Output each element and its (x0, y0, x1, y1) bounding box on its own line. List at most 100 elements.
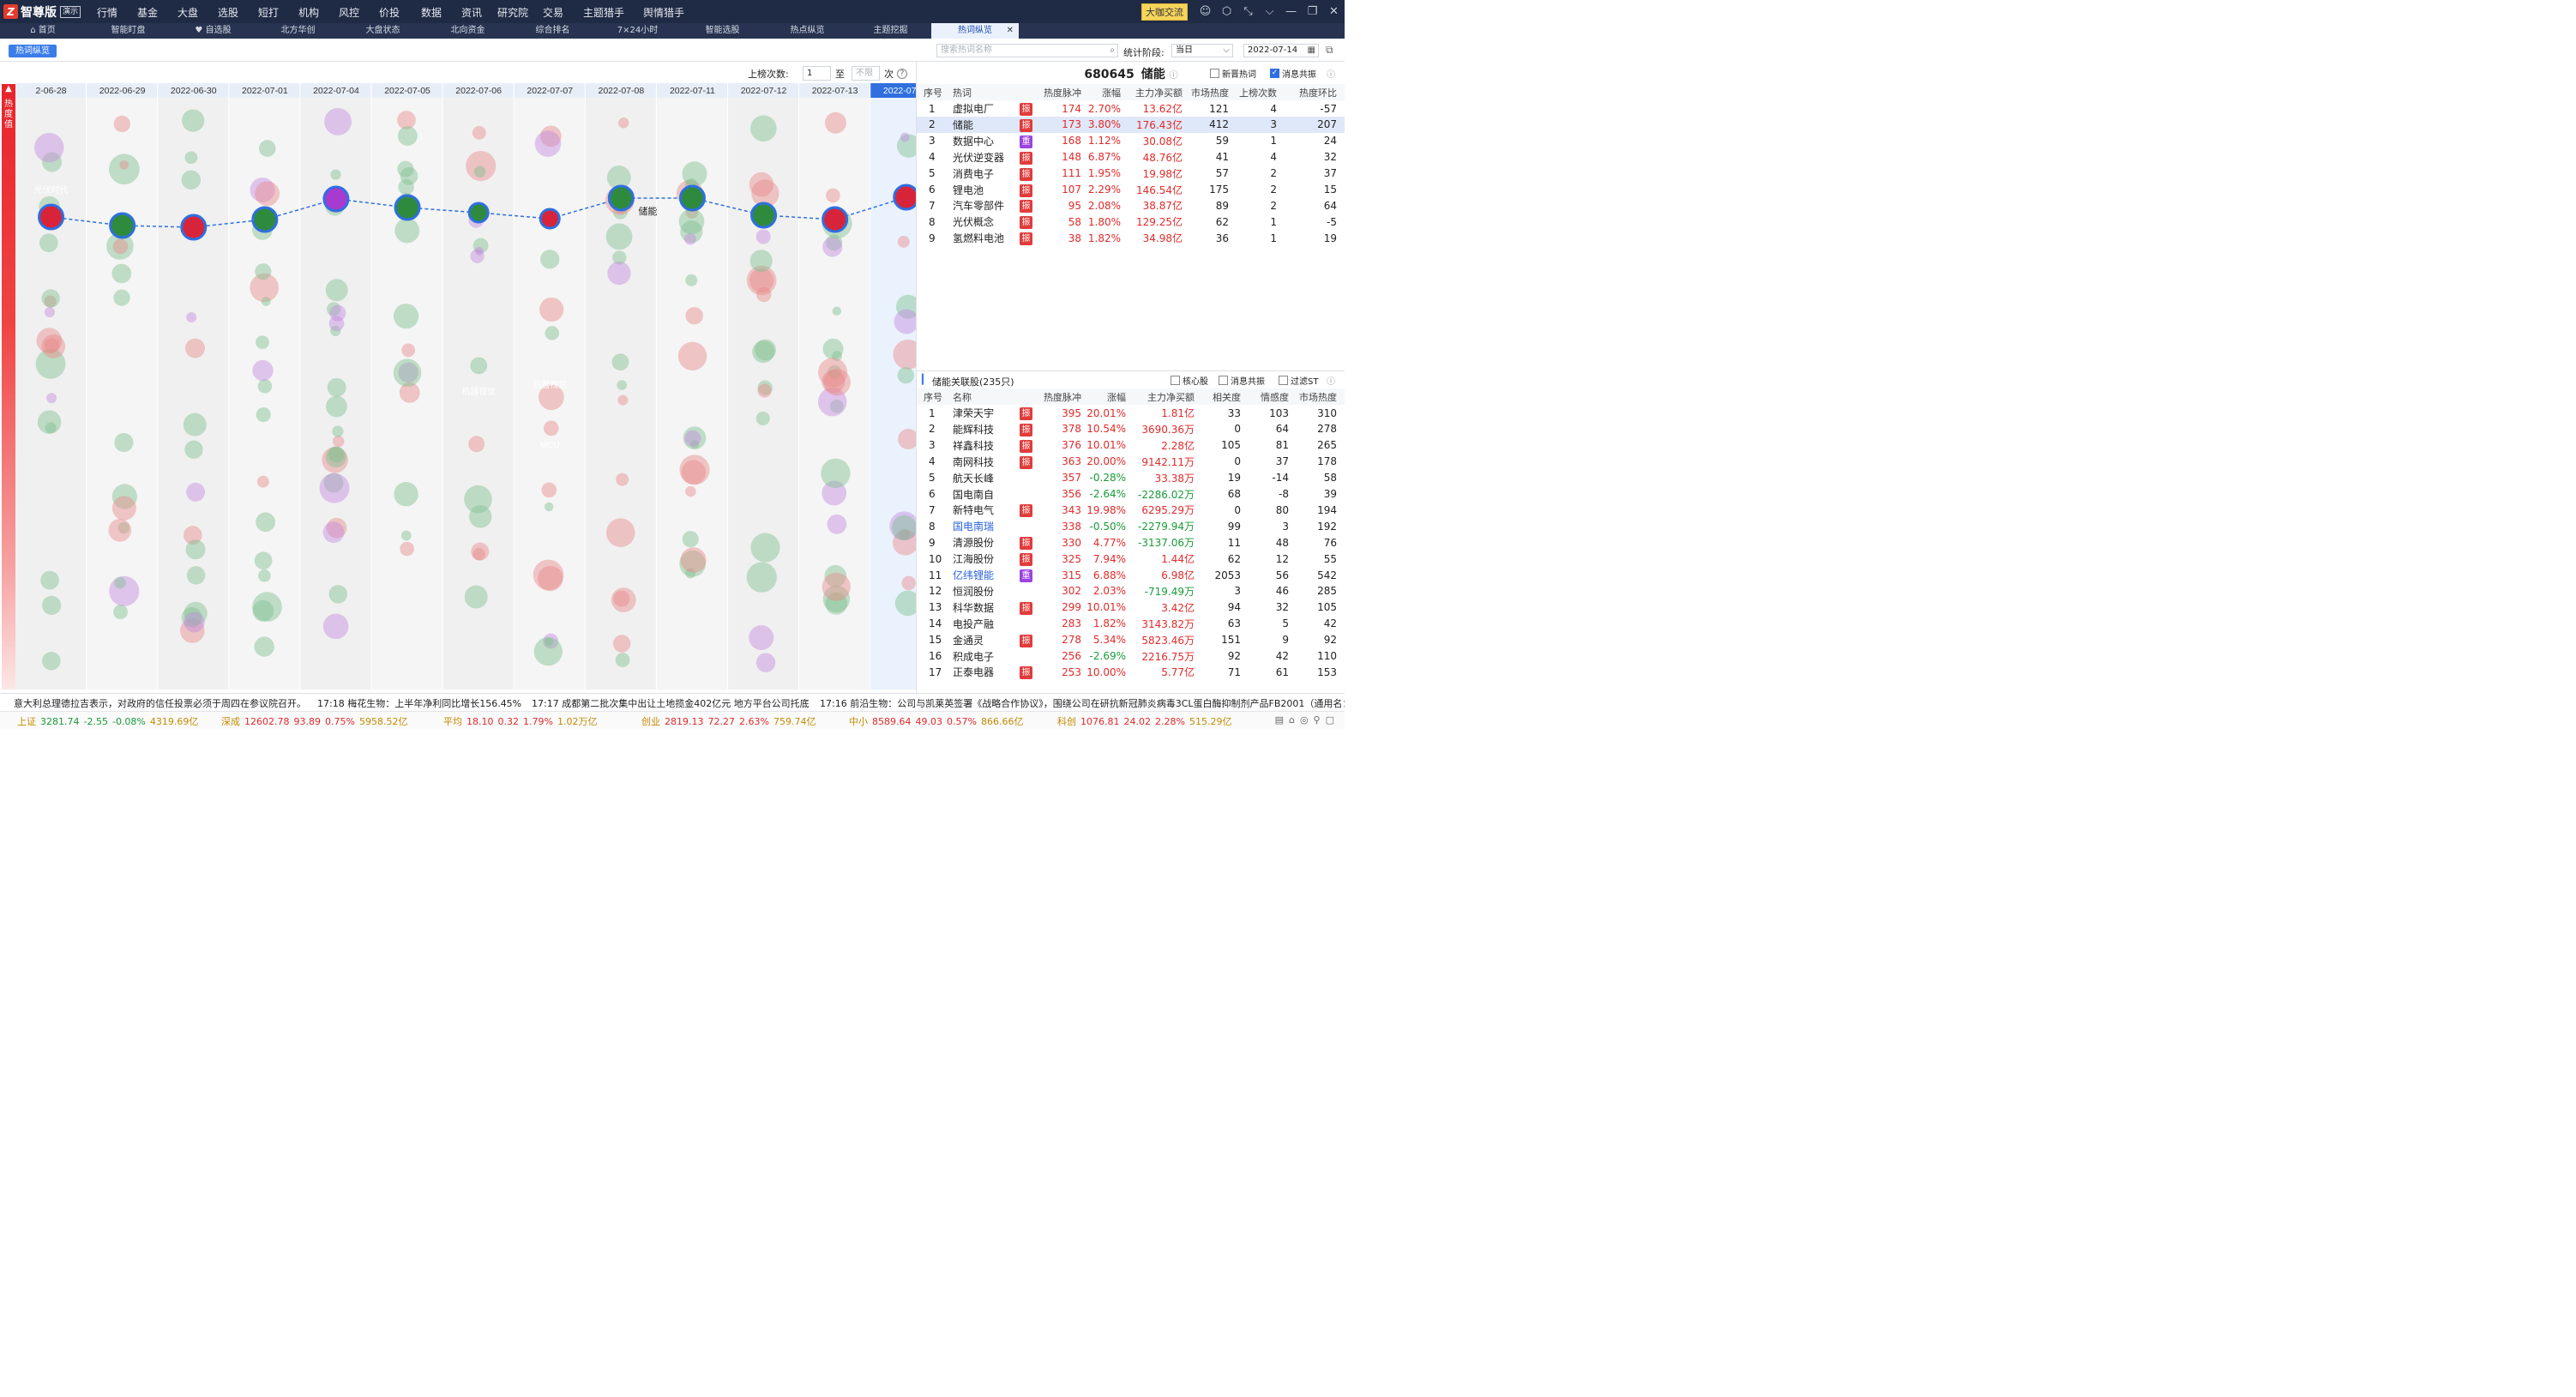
date-header[interactable]: 2022-06-30 (171, 86, 217, 96)
menu-item[interactable]: 数据 (421, 7, 442, 19)
tab-item[interactable]: 北向资金 (425, 23, 510, 39)
heat-bubble[interactable] (680, 220, 703, 244)
heat-bubble[interactable] (685, 274, 698, 286)
heat-bubble[interactable] (685, 485, 696, 497)
heat-bubble[interactable] (41, 334, 66, 358)
highlight-point[interactable] (539, 208, 561, 230)
heat-bubble[interactable] (398, 178, 414, 196)
heat-bubble[interactable] (114, 576, 126, 589)
column-header[interactable]: 热度脉冲 (1044, 87, 1081, 99)
table-row[interactable]: 5 消费电子 振 111 1.95% 19.98亿 57 2 37 (917, 166, 1345, 182)
heat-bubble[interactable] (824, 564, 847, 587)
heat-bubble[interactable] (328, 316, 345, 332)
heat-bubble[interactable] (113, 115, 130, 133)
heat-bubble[interactable] (256, 512, 276, 533)
heat-bubble[interactable] (468, 505, 492, 528)
heat-bubble[interactable] (397, 111, 416, 129)
highlight-point[interactable] (38, 203, 65, 231)
column-header[interactable]: 热词 (953, 87, 972, 99)
heat-bubble[interactable] (896, 294, 916, 319)
heat-bubble[interactable] (472, 547, 485, 561)
tab-item[interactable]: 热点纵览 (765, 23, 850, 39)
heat-bubble[interactable] (896, 134, 916, 158)
help-icon[interactable]: ⓘ (1327, 377, 1335, 387)
heat-bubble[interactable] (900, 132, 910, 142)
menu-item[interactable]: 交易 (543, 7, 564, 19)
heat-bubble[interactable] (468, 436, 485, 453)
heat-bubble[interactable] (258, 569, 271, 582)
heat-bubble[interactable] (684, 430, 701, 447)
index-item[interactable]: 中小 8589.64 49.03 0.57% 866.66亿 (849, 714, 1023, 728)
heat-bubble[interactable] (893, 339, 916, 370)
table-row[interactable]: 7 新特电气 振 343 19.98% 6295.29万 0 80 194 (917, 502, 1345, 518)
column-header[interactable]: 主力净买额 (1135, 87, 1183, 99)
heat-bubble[interactable] (543, 633, 559, 649)
heat-bubble[interactable] (825, 592, 848, 615)
heat-bubble[interactable] (605, 223, 633, 250)
heat-bubble[interactable] (394, 482, 418, 507)
heat-bubble[interactable] (393, 304, 419, 329)
heat-bubble[interactable] (746, 265, 777, 296)
table-row[interactable]: 6 国电南自 356 -2.64% -2286.02万 68 -8 39 (917, 486, 1345, 503)
heat-bubble[interactable] (533, 636, 563, 666)
heat-bubble[interactable] (322, 447, 348, 473)
heat-bubble[interactable] (252, 359, 274, 382)
heat-bubble[interactable] (252, 599, 274, 622)
column-header[interactable]: 相关度 (1213, 391, 1241, 403)
column-header[interactable]: 序号 (924, 391, 942, 403)
date-header[interactable]: 2022-07-12 (741, 86, 787, 96)
heat-bubble[interactable] (681, 460, 707, 485)
index-item[interactable]: 创业 2819.13 72.27 2.63% 759.74亿 (641, 714, 816, 728)
heat-bubble[interactable] (825, 188, 840, 203)
table-row[interactable]: 14 电投产融 283 1.82% 3143.82万 63 5 42 (917, 616, 1345, 632)
heat-bubble[interactable] (40, 570, 59, 590)
heat-bubble[interactable] (37, 410, 62, 434)
heat-bubble[interactable] (677, 341, 707, 371)
table-row[interactable]: 9 氢燃料电池 振 38 1.82% 34.98亿 36 1 19 (917, 230, 1345, 246)
heat-bubble[interactable] (543, 420, 559, 437)
highlight-point[interactable] (607, 184, 635, 212)
date-header[interactable]: 2-06-28 (35, 86, 66, 96)
heat-bubble[interactable] (117, 521, 129, 534)
table-row[interactable]: 16 积成电子 256 -2.69% 2216.75万 92 42 110 (917, 648, 1345, 665)
heat-bubble[interactable] (41, 289, 60, 308)
heat-bubble[interactable] (756, 286, 772, 303)
rank-times-from-input[interactable]: 1 (803, 66, 831, 81)
heat-bubble[interactable] (829, 399, 844, 413)
heat-bubble[interactable] (545, 326, 560, 340)
table-row[interactable]: 11 亿纬锂能 重 315 6.88% 6.98亿 2053 56 542 (917, 567, 1345, 583)
heat-bubble[interactable] (35, 348, 66, 379)
heat-bubble[interactable] (679, 550, 707, 577)
heat-bubble[interactable] (106, 232, 134, 260)
heat-bubble[interactable] (111, 496, 136, 521)
table-row[interactable]: 5 航天长峰 357 -0.28% 33.38万 19 -14 58 (917, 470, 1345, 486)
table-row[interactable]: 12 恒润股份 302 2.03% -719.49万 3 46 285 (917, 583, 1345, 599)
heat-bubble[interactable] (755, 229, 771, 244)
tab-item[interactable]: ⌂ 首页 (0, 23, 86, 39)
highlight-point[interactable] (109, 212, 136, 239)
heat-bubble[interactable] (255, 263, 272, 280)
heat-bubble[interactable] (44, 338, 60, 353)
heat-bubble[interactable] (832, 351, 843, 362)
date-header[interactable]: 2022-07-11 (670, 86, 715, 96)
heat-bubble[interactable] (685, 568, 696, 579)
heat-bubble[interactable] (398, 362, 418, 383)
table-row[interactable]: 4 南网科技 振 363 20.00% 9142.11万 0 37 178 (917, 454, 1345, 470)
heat-bubble[interactable] (401, 343, 416, 358)
tab-item[interactable]: 大盘状态 (340, 23, 425, 39)
heat-bubble[interactable] (473, 166, 486, 178)
heat-bubble[interactable] (757, 383, 772, 398)
heat-bubble[interactable] (826, 234, 843, 251)
heat-bubble[interactable] (539, 297, 564, 322)
heat-bubble[interactable] (399, 382, 420, 403)
news-resonance-checkbox[interactable]: ✓ 消息共振 (1270, 67, 1316, 80)
heat-bubble[interactable] (44, 295, 57, 308)
heat-bubble[interactable] (534, 130, 562, 157)
date-header[interactable]: 2022-07-01 (242, 86, 288, 96)
heat-bubble[interactable] (817, 387, 847, 417)
heat-bubble[interactable] (322, 613, 349, 640)
heat-bubble[interactable] (757, 380, 773, 395)
heat-bubble[interactable] (679, 455, 710, 485)
column-header[interactable]: 名称 (953, 391, 972, 403)
heat-bubble[interactable] (607, 261, 631, 286)
